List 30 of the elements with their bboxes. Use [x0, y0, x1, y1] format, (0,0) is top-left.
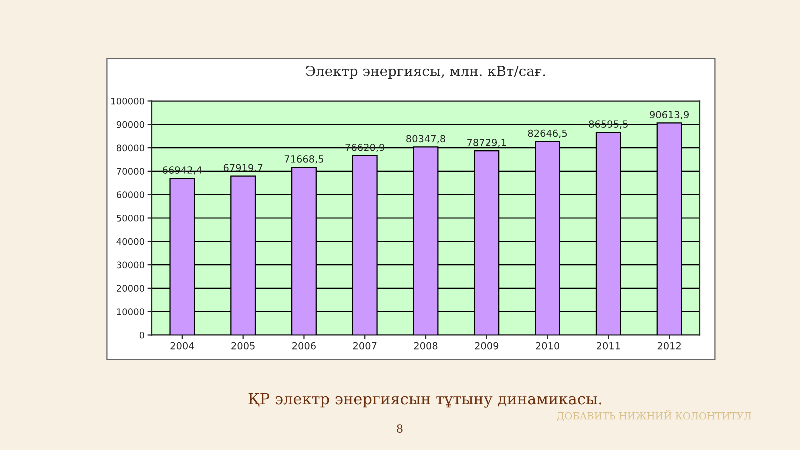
- data-label: 67919,7: [224, 164, 263, 173]
- y-tick-label: 20000: [116, 285, 144, 292]
- y-tick-label: 0: [140, 332, 144, 339]
- x-tick-label: 2007: [353, 342, 377, 350]
- text: 8: [397, 424, 403, 433]
- text: ДОБАВИТЬ НИЖНИЙ КОЛОНТИТУЛ: [557, 410, 752, 422]
- data-label: 71668,5: [284, 156, 324, 164]
- data-label: 90613,9: [650, 111, 689, 120]
- y-tick-label: 60000: [116, 192, 144, 198]
- chart-title: Электр энергиясы, млн. кВт/сағ.: [306, 66, 546, 80]
- y-tick-label: 80000: [116, 144, 144, 152]
- y-tick-label: 50000: [117, 214, 144, 222]
- x-tick-label: 2005: [232, 342, 255, 350]
- y-tick-label: 100000: [112, 98, 144, 105]
- x-tick-label: 2006: [292, 342, 316, 350]
- x-tick-label: 2011: [597, 342, 620, 350]
- y-tick-label: 40000: [116, 238, 144, 246]
- x-tick-label: 2004: [170, 342, 194, 350]
- text: ҚР электр энергиясын тұтыну динамикасы.: [248, 393, 602, 408]
- x-tick-label: 2010: [536, 342, 560, 350]
- data-label: 80347,8: [406, 135, 446, 144]
- data-label: 78729,1: [468, 139, 506, 148]
- y-tick-label: 90000: [116, 121, 144, 128]
- x-tick-label: 2012: [658, 342, 681, 350]
- x-tick-label: 2008: [414, 342, 438, 350]
- y-tick-label: 30000: [117, 262, 144, 269]
- data-label: 82646,5: [528, 130, 568, 138]
- y-tick-label: 10000: [117, 308, 144, 316]
- y-tick-label: 70000: [117, 168, 144, 176]
- x-tick-label: 2009: [475, 342, 499, 350]
